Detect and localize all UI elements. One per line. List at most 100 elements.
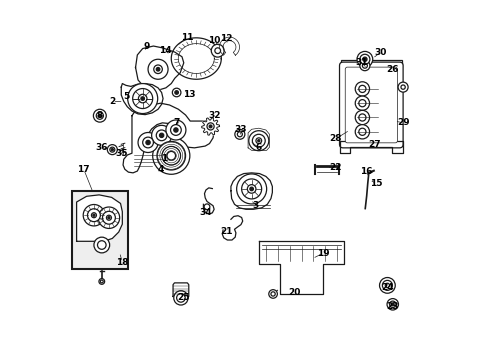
Circle shape <box>270 292 275 296</box>
Circle shape <box>247 185 255 193</box>
Circle shape <box>172 88 181 97</box>
Circle shape <box>110 147 115 152</box>
Circle shape <box>257 140 259 142</box>
Circle shape <box>162 147 180 165</box>
Circle shape <box>354 96 369 111</box>
Text: 31: 31 <box>355 58 367 67</box>
Circle shape <box>91 213 96 218</box>
Bar <box>72 191 127 269</box>
Circle shape <box>132 89 152 109</box>
Text: 20: 20 <box>288 288 300 297</box>
FancyBboxPatch shape <box>345 67 397 143</box>
Polygon shape <box>247 128 269 150</box>
Circle shape <box>98 114 101 117</box>
Polygon shape <box>77 195 122 241</box>
Circle shape <box>94 237 109 253</box>
Text: 36: 36 <box>95 143 108 152</box>
Circle shape <box>354 125 369 139</box>
Text: 33: 33 <box>234 126 246 135</box>
Text: 18: 18 <box>116 258 128 267</box>
Text: 32: 32 <box>207 111 220 120</box>
Circle shape <box>236 174 266 204</box>
Circle shape <box>93 214 95 216</box>
Circle shape <box>83 204 104 226</box>
Circle shape <box>170 125 181 135</box>
Circle shape <box>87 209 100 222</box>
Circle shape <box>96 112 103 119</box>
Circle shape <box>141 97 144 100</box>
Circle shape <box>153 65 162 73</box>
Circle shape <box>173 128 178 132</box>
Circle shape <box>248 131 268 151</box>
Circle shape <box>362 57 366 62</box>
Text: 13: 13 <box>183 90 195 99</box>
Text: 11: 11 <box>181 33 193 42</box>
Circle shape <box>255 138 261 144</box>
Text: 29: 29 <box>396 118 409 127</box>
Text: 35: 35 <box>115 149 127 158</box>
Text: 24: 24 <box>380 283 393 292</box>
Circle shape <box>148 59 168 79</box>
Circle shape <box>382 280 391 291</box>
Circle shape <box>389 301 395 307</box>
Circle shape <box>356 51 372 67</box>
Text: 14: 14 <box>159 46 171 55</box>
Circle shape <box>100 280 103 283</box>
FancyBboxPatch shape <box>339 62 402 148</box>
Text: 30: 30 <box>374 48 386 57</box>
Circle shape <box>209 125 212 128</box>
Text: 25: 25 <box>177 293 190 302</box>
Circle shape <box>358 114 365 121</box>
Polygon shape <box>171 38 221 79</box>
Text: 7: 7 <box>173 118 180 127</box>
Circle shape <box>157 141 185 170</box>
Circle shape <box>166 152 175 160</box>
Polygon shape <box>135 46 183 90</box>
Circle shape <box>127 84 157 113</box>
Circle shape <box>397 82 407 92</box>
Circle shape <box>152 137 189 174</box>
Circle shape <box>107 145 117 155</box>
Text: 22: 22 <box>329 163 341 172</box>
Text: 5: 5 <box>122 91 129 100</box>
Circle shape <box>138 132 158 153</box>
Circle shape <box>165 120 185 140</box>
Polygon shape <box>219 37 239 55</box>
Text: 8: 8 <box>97 111 103 120</box>
Circle shape <box>390 303 393 306</box>
Circle shape <box>241 179 261 199</box>
Circle shape <box>249 187 253 191</box>
Circle shape <box>354 82 369 96</box>
Circle shape <box>99 279 104 284</box>
Circle shape <box>237 132 242 137</box>
Text: 26: 26 <box>386 65 398 74</box>
Polygon shape <box>259 241 344 294</box>
Text: 4: 4 <box>157 165 163 174</box>
Circle shape <box>175 91 178 94</box>
Circle shape <box>214 48 220 54</box>
Circle shape <box>151 125 171 145</box>
Circle shape <box>379 278 394 293</box>
Text: 21: 21 <box>220 227 232 236</box>
Circle shape <box>111 149 113 151</box>
Text: 2: 2 <box>109 97 115 106</box>
Polygon shape <box>123 103 214 173</box>
Circle shape <box>359 61 369 71</box>
Text: 10: 10 <box>207 36 220 45</box>
Polygon shape <box>339 141 402 153</box>
Circle shape <box>354 111 369 125</box>
Circle shape <box>138 94 147 103</box>
Circle shape <box>93 109 106 122</box>
Circle shape <box>145 140 150 145</box>
Text: 23: 23 <box>386 302 398 311</box>
Text: 1: 1 <box>161 154 167 163</box>
Circle shape <box>203 204 209 210</box>
Circle shape <box>359 54 369 64</box>
Circle shape <box>362 63 366 68</box>
Text: 28: 28 <box>329 134 341 143</box>
Polygon shape <box>230 173 272 209</box>
Circle shape <box>385 283 389 288</box>
Polygon shape <box>201 118 219 135</box>
Circle shape <box>211 44 224 57</box>
Circle shape <box>97 241 106 249</box>
